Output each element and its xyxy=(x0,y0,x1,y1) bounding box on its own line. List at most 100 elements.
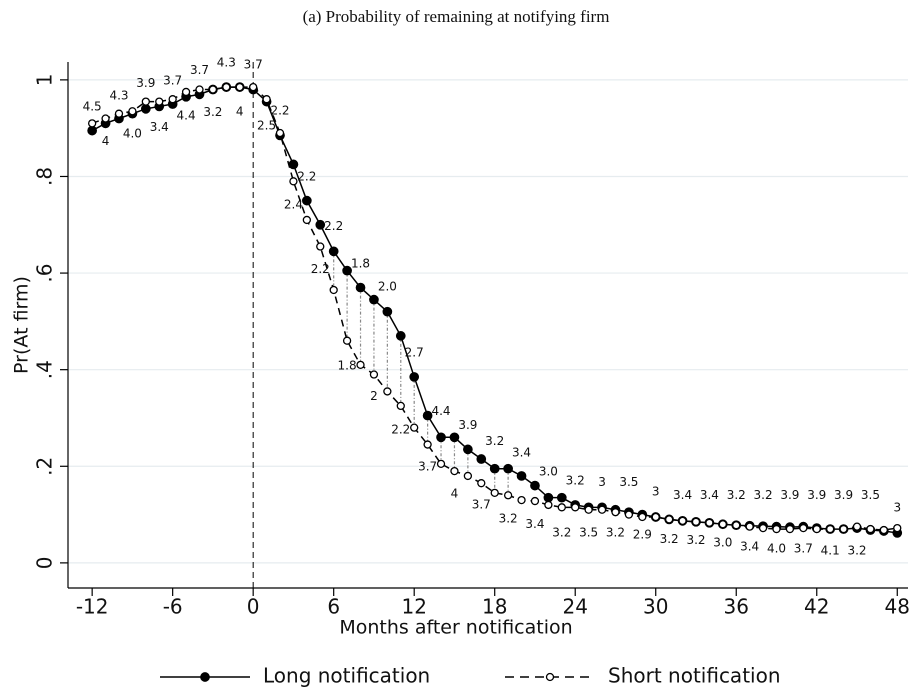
annotation: 3.7 xyxy=(794,541,813,555)
annotation: 2.9 xyxy=(633,527,652,541)
legend-marker xyxy=(545,672,555,682)
x-tick-label: 48 xyxy=(885,595,910,619)
point xyxy=(718,520,727,529)
point xyxy=(732,521,741,530)
point xyxy=(852,522,862,531)
point xyxy=(181,87,191,97)
y-tick-label: 0 xyxy=(33,557,57,570)
point xyxy=(114,109,124,118)
annotation: 3.9 xyxy=(136,76,155,90)
point xyxy=(88,119,97,128)
annotation: 3.2 xyxy=(485,434,504,448)
annotation: 3.2 xyxy=(847,543,866,557)
annotation: 1.8 xyxy=(338,358,357,372)
x-tick-label: 12 xyxy=(401,595,426,619)
annotation: 3 xyxy=(893,500,901,514)
point xyxy=(235,82,244,92)
point xyxy=(128,107,137,116)
annotation: 3.2 xyxy=(727,488,746,502)
annotation: 3.4 xyxy=(512,445,531,459)
annotation: 4.4 xyxy=(177,109,196,123)
x-tick-label: 42 xyxy=(804,595,829,619)
point xyxy=(678,516,687,526)
point xyxy=(369,294,379,305)
annotation: 4.5 xyxy=(83,99,102,113)
point xyxy=(342,265,352,276)
annotation: 2.0 xyxy=(378,280,397,294)
annotation: 3.4 xyxy=(700,488,719,502)
x-tick-label: 6 xyxy=(327,595,340,619)
point xyxy=(571,503,580,512)
x-tick-label: 30 xyxy=(643,595,668,619)
chart-title: (a) Probability of remaining at notifyin… xyxy=(303,7,610,26)
point xyxy=(879,525,888,535)
annotation: 4.3 xyxy=(217,55,236,69)
y-tick-label: .2 xyxy=(33,457,57,476)
point xyxy=(584,505,593,514)
point xyxy=(517,495,526,505)
point xyxy=(544,500,553,510)
point xyxy=(383,387,392,396)
annotation: 3.5 xyxy=(619,475,638,489)
point xyxy=(288,159,299,170)
annotation: 4.3 xyxy=(109,88,128,102)
annotation: 4.4 xyxy=(431,404,450,418)
annotation: 3.5 xyxy=(861,488,880,502)
annotation: 4 xyxy=(451,486,459,500)
legend-marker xyxy=(200,672,210,682)
x-tick-label: -6 xyxy=(163,595,183,619)
annotation: 3.7 xyxy=(163,73,182,87)
point xyxy=(369,370,379,379)
legend-label: Long notification xyxy=(263,664,430,688)
x-axis-title: Months after notification xyxy=(339,617,572,639)
annotation: 3.4 xyxy=(525,517,544,531)
point xyxy=(665,515,674,524)
point xyxy=(450,466,459,476)
annotation: 4.1 xyxy=(821,543,840,557)
point xyxy=(141,97,150,106)
legend-label: Short notification xyxy=(608,664,781,688)
annotation: 3.4 xyxy=(150,120,169,134)
point xyxy=(422,410,433,421)
point xyxy=(410,423,419,432)
y-tick-label: 1 xyxy=(33,74,57,87)
annotation: 3.2 xyxy=(499,511,518,525)
y-tick-label: .8 xyxy=(33,167,57,186)
point xyxy=(195,85,204,94)
point xyxy=(101,114,110,123)
annotation: 3.2 xyxy=(606,525,625,539)
point xyxy=(597,505,607,514)
point xyxy=(866,524,875,534)
point xyxy=(155,97,164,106)
point xyxy=(275,128,285,138)
point xyxy=(651,512,660,522)
point xyxy=(302,215,311,225)
point xyxy=(289,177,298,186)
point xyxy=(342,336,352,345)
annotation: 3 xyxy=(598,475,606,489)
point xyxy=(409,372,420,382)
point xyxy=(449,432,460,443)
point xyxy=(87,125,98,136)
annotation: 2.2 xyxy=(270,103,289,117)
point xyxy=(530,480,540,491)
x-tick-label: 36 xyxy=(724,595,749,619)
point xyxy=(624,510,634,519)
point xyxy=(140,104,151,114)
point xyxy=(839,524,848,534)
point xyxy=(463,471,473,481)
annotation: 3.0 xyxy=(539,465,558,479)
point xyxy=(530,496,540,506)
annotation: 3.9 xyxy=(807,488,826,502)
point xyxy=(503,491,513,500)
point xyxy=(516,471,527,481)
point xyxy=(772,524,781,534)
point xyxy=(395,331,406,341)
point xyxy=(490,488,499,497)
point xyxy=(705,518,714,527)
point xyxy=(382,306,393,317)
point xyxy=(476,454,487,464)
point xyxy=(315,219,326,230)
point xyxy=(758,523,768,533)
